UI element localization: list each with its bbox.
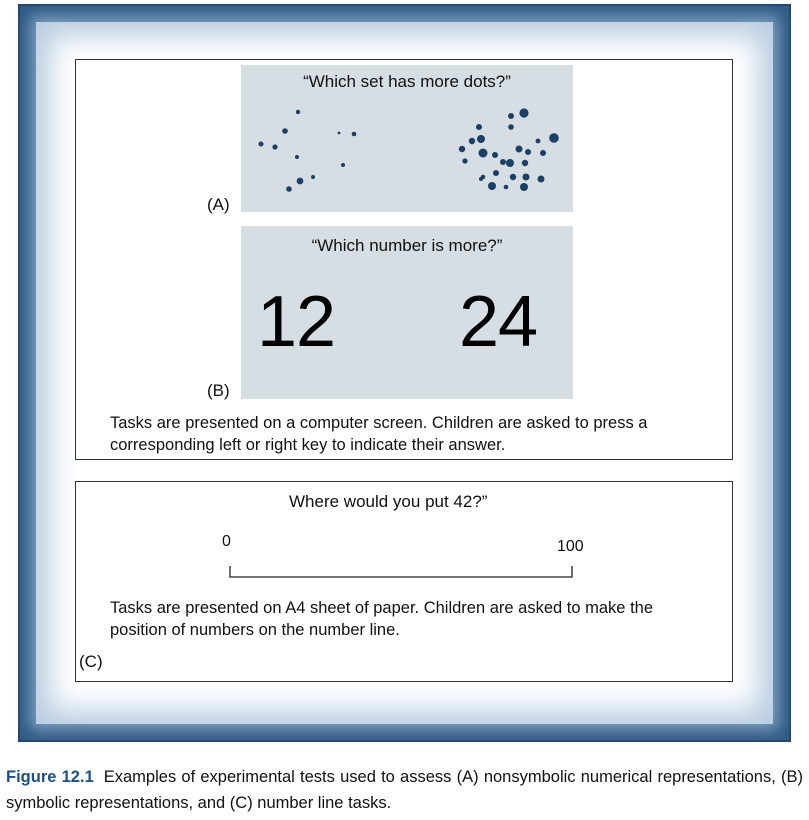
large-set-dot: [515, 145, 523, 153]
large-set-dot: [508, 124, 514, 130]
panel-b-question: “Which number is more?”: [311, 236, 503, 255]
right-number: 24: [459, 282, 538, 362]
large-set-dot: [488, 182, 496, 190]
small-set-dot: [258, 141, 264, 147]
small-set-dot: [295, 155, 299, 159]
large-set-dot: [506, 159, 514, 167]
panel-a-screen: “Which set has more dots?”: [241, 65, 573, 212]
number-line-task-box: [75, 481, 733, 682]
panel-a-question: “Which set has more dots?”: [303, 72, 511, 91]
large-set-dot: [508, 113, 514, 119]
small-set-dot: [286, 186, 292, 192]
large-set-dot: [458, 145, 466, 153]
panel-c-question: Where would you put 42?”: [289, 492, 488, 511]
small-set-dot: [351, 131, 357, 137]
number-line-max-label: 100: [557, 538, 584, 555]
large-dot-set: [458, 108, 559, 191]
large-set-dot: [477, 135, 485, 143]
large-set-dot: [521, 159, 529, 167]
large-set-dot: [522, 173, 530, 181]
small-set-dot: [341, 163, 345, 167]
large-set-dot: [468, 137, 476, 145]
small-set-dot: [272, 144, 278, 150]
large-set-dot: [520, 183, 528, 191]
figure-caption: Figure 12.1 Examples of experimental test…: [6, 764, 803, 816]
number-line-min-label: 0: [222, 533, 231, 550]
large-set-dot: [492, 152, 498, 158]
number-line: [229, 566, 573, 578]
small-set-dot: [337, 131, 341, 135]
caption-label: Figure 12.1: [6, 768, 94, 786]
small-set-dot: [296, 177, 304, 185]
large-set-dot: [549, 133, 559, 143]
large-set-dot: [503, 184, 509, 190]
dot-sets: [258, 108, 559, 192]
screen-tasks-description-line2: corresponding left or right key to indic…: [110, 436, 506, 454]
large-set-dot: [479, 177, 483, 181]
large-set-dot: [462, 158, 468, 164]
small-set-dot: [295, 109, 301, 115]
large-set-dot: [519, 108, 529, 118]
large-set-dot: [493, 170, 499, 176]
large-set-dot: [478, 148, 488, 158]
panel-b-label: (B): [207, 381, 230, 400]
large-set-dot: [509, 173, 517, 181]
caption-text: Examples of experimental tests used to a…: [6, 768, 803, 812]
large-set-dot: [537, 175, 545, 183]
large-set-dot: [500, 159, 506, 165]
small-set-dot: [311, 175, 315, 179]
large-set-dot: [535, 138, 541, 144]
panel-c-label: (C): [79, 652, 103, 671]
large-set-dot: [476, 124, 482, 130]
left-number: 12: [257, 282, 336, 362]
paper-task-description-line1: Tasks are presented on A4 sheet of paper…: [110, 599, 654, 617]
panel-b-screen: “Which number is more?” 12 24: [241, 226, 573, 399]
small-dot-set: [258, 109, 357, 192]
large-set-dot: [540, 150, 546, 156]
paper-task-description-line2: position of numbers on the number line.: [110, 621, 400, 639]
small-set-dot: [282, 128, 288, 134]
panel-a-label: (A): [207, 195, 230, 214]
screen-tasks-description-line1: Tasks are presented on a computer screen…: [110, 414, 648, 432]
large-set-dot: [525, 149, 531, 155]
